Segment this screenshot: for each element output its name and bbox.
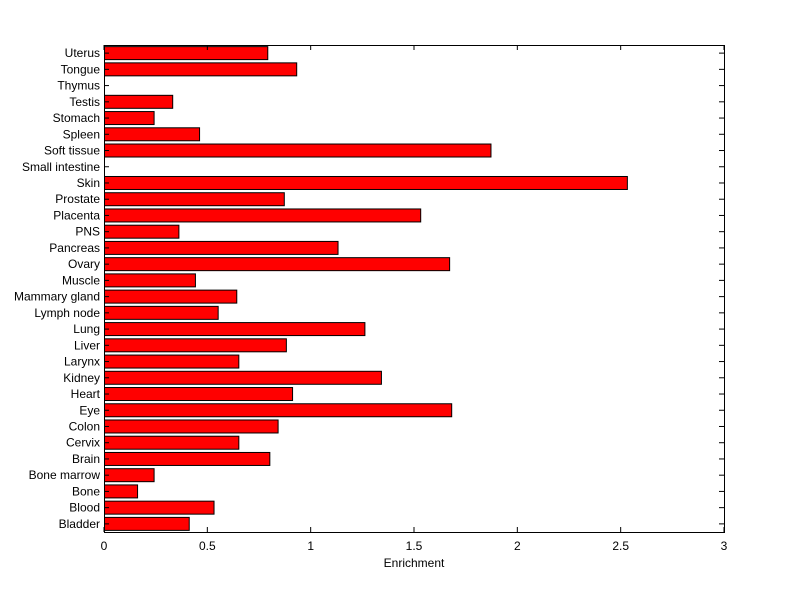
x-axis-label: Enrichment (384, 556, 445, 570)
bar-skin (104, 175, 628, 190)
x-tick-label: 1 (307, 539, 314, 553)
x-tick-label: 2 (514, 539, 521, 553)
y-tick-label-tongue: Tongue (61, 62, 101, 76)
bar-heart (104, 387, 294, 402)
y-tick-label-kidney: Kidney (63, 371, 100, 385)
y-tick-label-ovary: Ovary (68, 257, 100, 271)
y-tick-label-small-intestine: Small intestine (22, 160, 100, 174)
x-tick-label: 2.5 (612, 539, 629, 553)
y-tick-label-pancreas: Pancreas (49, 241, 100, 255)
y-tick-label-brain: Brain (72, 452, 100, 466)
y-tick-label-bone-marrow: Bone marrow (29, 468, 101, 482)
bar-lymph-node (104, 305, 219, 320)
bar-spleen (104, 127, 201, 142)
bar-testis (104, 94, 174, 109)
bar-placenta (104, 208, 422, 223)
y-tick-label-cervix: Cervix (66, 436, 100, 450)
y-tick-label-eye: Eye (79, 403, 100, 417)
x-tick-label: 1.5 (406, 539, 423, 553)
bar-pancreas (104, 240, 339, 255)
bar-muscle (104, 273, 196, 288)
bar-prostate (104, 192, 285, 207)
y-tick-label-lung: Lung (73, 322, 100, 336)
y-tick-label-skin: Skin (77, 176, 100, 190)
y-tick-label-pns: PNS (75, 225, 100, 239)
bar-pns (104, 224, 180, 239)
bar-colon (104, 419, 279, 434)
x-tick-label: 0.5 (199, 539, 216, 553)
bar-bladder (104, 516, 190, 531)
y-tick-label-muscle: Muscle (62, 273, 100, 287)
bar-liver (104, 338, 287, 353)
y-tick-label-testis: Testis (69, 95, 100, 109)
bar-lung (104, 322, 366, 337)
x-tick-label: 3 (721, 539, 728, 553)
plot-frame (104, 45, 725, 533)
y-axis-ticks: Bladder Blood Bone Bone marrow Brain Cervix Co… (14, 46, 724, 531)
bar-kidney (104, 370, 382, 385)
bar-cervix (104, 435, 240, 450)
bar-eye (104, 403, 453, 418)
y-tick-label-mammary-gland: Mammary gland (14, 290, 100, 304)
bar-brain (104, 451, 271, 466)
bar-tongue (104, 62, 298, 77)
y-tick-label-stomach: Stomach (53, 111, 100, 125)
y-tick-label-liver: Liver (74, 338, 100, 352)
y-tick-label-bone: Bone (72, 484, 100, 498)
bar-uterus (104, 46, 269, 61)
bar-mammary-gland (104, 289, 238, 304)
x-tick-label: 0 (101, 539, 108, 553)
y-tick-label-colon: Colon (69, 419, 100, 433)
bar-ovary (104, 257, 451, 272)
bar-blood (104, 500, 215, 515)
bar-stomach (104, 111, 155, 126)
y-tick-label-thymus: Thymus (57, 79, 100, 93)
bars-group (104, 46, 628, 531)
y-tick-label-spleen: Spleen (63, 127, 100, 141)
y-tick-label-larynx: Larynx (64, 355, 100, 369)
bar-bone-marrow (104, 468, 155, 483)
y-tick-label-prostate: Prostate (55, 192, 100, 206)
bar-soft-tissue (104, 143, 492, 158)
y-tick-label-uterus: Uterus (65, 46, 100, 60)
y-tick-label-heart: Heart (71, 387, 101, 401)
y-tick-label-placenta: Placenta (53, 208, 100, 222)
bar-bone (104, 484, 139, 499)
y-tick-label-soft-tissue: Soft tissue (44, 144, 100, 158)
y-tick-label-blood: Blood (69, 501, 100, 515)
bar-larynx (104, 354, 240, 369)
y-tick-label-lymph-node: Lymph node (34, 306, 100, 320)
y-tick-label-bladder: Bladder (59, 517, 100, 531)
